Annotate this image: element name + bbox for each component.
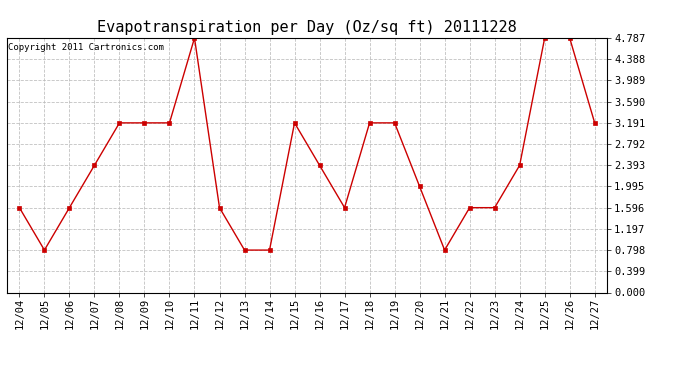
Title: Evapotranspiration per Day (Oz/sq ft) 20111228: Evapotranspiration per Day (Oz/sq ft) 20… [97,20,517,35]
Text: Copyright 2011 Cartronics.com: Copyright 2011 Cartronics.com [8,43,164,52]
